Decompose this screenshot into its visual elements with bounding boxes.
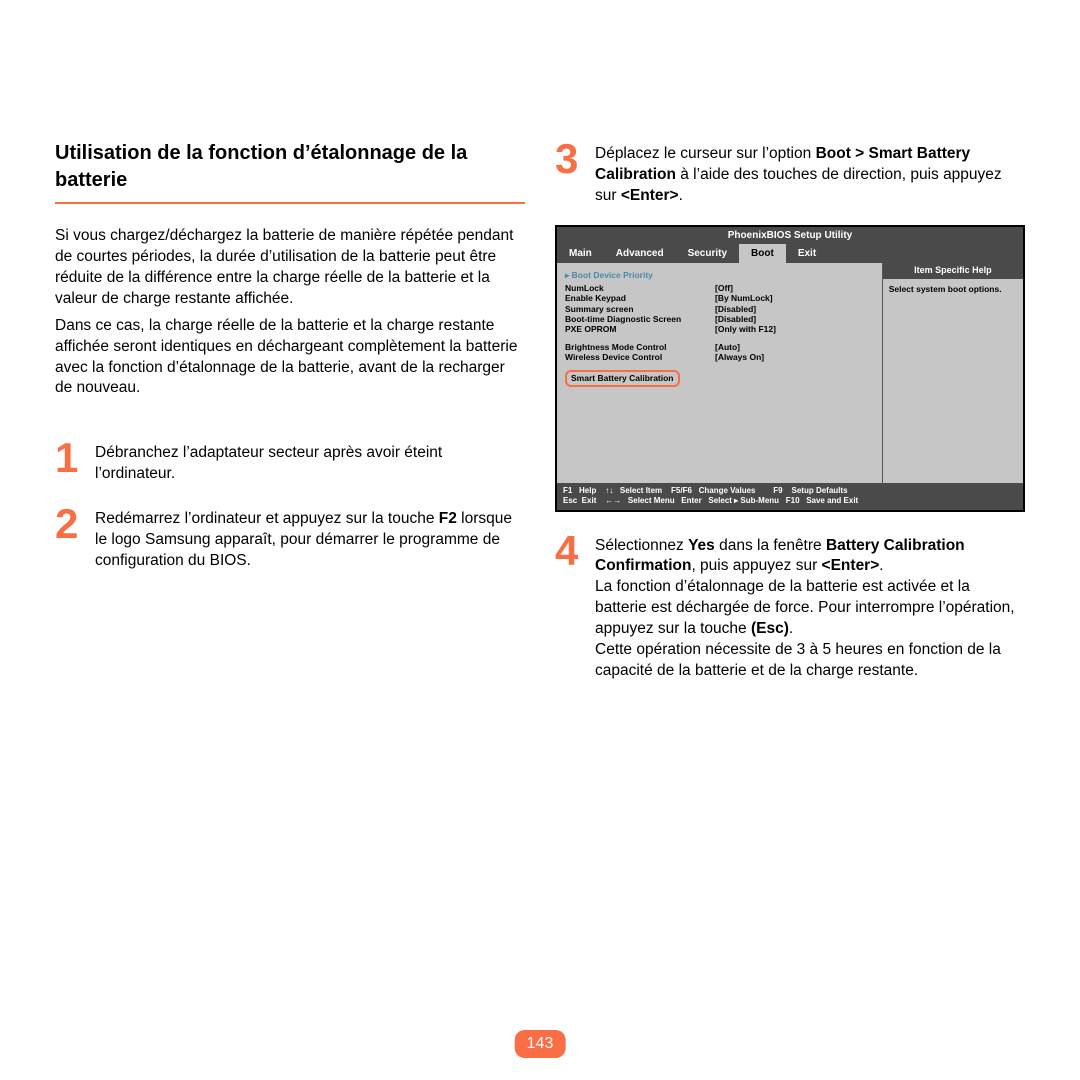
bios-right-pane: Item Specific Help Select system boot op… [882,263,1023,483]
bios-value: [Disabled] [715,315,756,324]
page-number-badge: 143 [515,1030,566,1058]
step-1: 1 Débranchez l’adaptateur secteur après … [55,439,525,485]
bios-highlighted-item: Smart Battery Calibration [565,370,680,387]
key-name: F2 [439,510,457,527]
bios-key: Wireless Device Control [565,353,715,362]
bios-value: [Only with F12] [715,325,776,334]
left-column: Utilisation de la fonction d’étalonnage … [55,140,525,682]
bios-footer-line: F1 Help ↑↓ Select Item F5/F6 Change Valu… [563,486,1017,496]
intro-paragraph-2: Dans ce cas, la charge réelle de la batt… [55,316,525,400]
text: . [789,620,793,637]
bios-key: Boot-time Diagnostic Screen [565,315,715,324]
bios-value: [Disabled] [715,305,756,314]
bios-row: NumLock[Off] [565,284,874,293]
text: Déplacez le curseur sur l’option [595,145,816,162]
step-number: 3 [555,140,585,207]
bios-screenshot: PhoenixBIOS Setup Utility Main Advanced … [555,225,1025,512]
intro-paragraph-1: Si vous chargez/déchargez la batterie de… [55,226,525,310]
bios-help-title: Item Specific Help [883,263,1023,279]
step-3: 3 Déplacez le curseur sur l’option Boot … [555,140,1025,207]
step-4: 4 Sélectionnez Yes dans la fenêtre Batte… [555,532,1025,682]
bios-tab-security: Security [676,244,739,263]
bios-row: Brightness Mode Control[Auto] [565,343,874,352]
step-body: Sélectionnez Yes dans la fenêtre Battery… [595,532,1025,682]
step-number: 4 [555,532,585,682]
bios-key: NumLock [565,284,715,293]
section-title: Utilisation de la fonction d’étalonnage … [55,140,525,204]
bios-row: Boot-time Diagnostic Screen[Disabled] [565,315,874,324]
bios-help-text: Select system boot options. [883,279,1023,483]
bios-value: [Auto] [715,343,740,352]
text: dans la fenêtre [715,537,826,554]
text: . [879,557,883,574]
text: Sélectionnez [595,537,688,554]
bios-row: Enable Keypad[By NumLock] [565,294,874,303]
step-body: Débranchez l’adaptateur secteur après av… [95,439,525,485]
step-body: Déplacez le curseur sur l’option Boot > … [595,140,1025,207]
option-name: Yes [688,537,715,554]
key-name: <Enter> [822,557,880,574]
bios-row: Wireless Device Control[Always On] [565,353,874,362]
key-name: <Enter> [621,187,679,204]
text: , puis appuyez sur [691,557,821,574]
bios-key: Summary screen [565,305,715,314]
step-2: 2 Redémarrez l’ordinateur et appuyez sur… [55,505,525,572]
bios-key: Brightness Mode Control [565,343,715,352]
right-column: 3 Déplacez le curseur sur l’option Boot … [555,140,1025,682]
bios-tab-advanced: Advanced [604,244,676,263]
step-number: 1 [55,439,85,485]
bios-footer: F1 Help ↑↓ Select Item F5/F6 Change Valu… [557,483,1023,510]
bios-tab-exit: Exit [786,244,828,263]
text: La fonction d’étalonnage de la batterie … [595,578,1015,637]
step-number: 2 [55,505,85,572]
bios-value: [By NumLock] [715,294,773,303]
key-name: (Esc) [751,620,789,637]
manual-page: Utilisation de la fonction d’étalonnage … [0,0,1080,1080]
columns: Utilisation de la fonction d’étalonnage … [55,140,1025,682]
bios-row: PXE OPROM[Only with F12] [565,325,874,334]
bios-row: Summary screen[Disabled] [565,305,874,314]
bios-value: [Off] [715,284,733,293]
bios-tabs: Main Advanced Security Boot Exit [557,244,1023,263]
text: Cette opération nécessite de 3 à 5 heure… [595,641,1001,679]
bios-key: Enable Keypad [565,294,715,303]
bios-value: [Always On] [715,353,764,362]
text: . [679,187,683,204]
bios-subheading: ▸ Boot Device Priority [565,271,874,280]
bios-tab-main: Main [557,244,604,263]
text: Redémarrez l’ordinateur et appuyez sur l… [95,510,439,527]
bios-key: PXE OPROM [565,325,715,334]
bios-title: PhoenixBIOS Setup Utility [557,227,1023,244]
bios-body: ▸ Boot Device Priority NumLock[Off] Enab… [557,263,1023,483]
bios-tab-boot: Boot [739,244,786,263]
step-body: Redémarrez l’ordinateur et appuyez sur l… [95,505,525,572]
bios-left-pane: ▸ Boot Device Priority NumLock[Off] Enab… [557,263,882,483]
bios-footer-line: Esc Exit ←→ Select Menu Enter Select ▸ S… [563,496,1017,506]
